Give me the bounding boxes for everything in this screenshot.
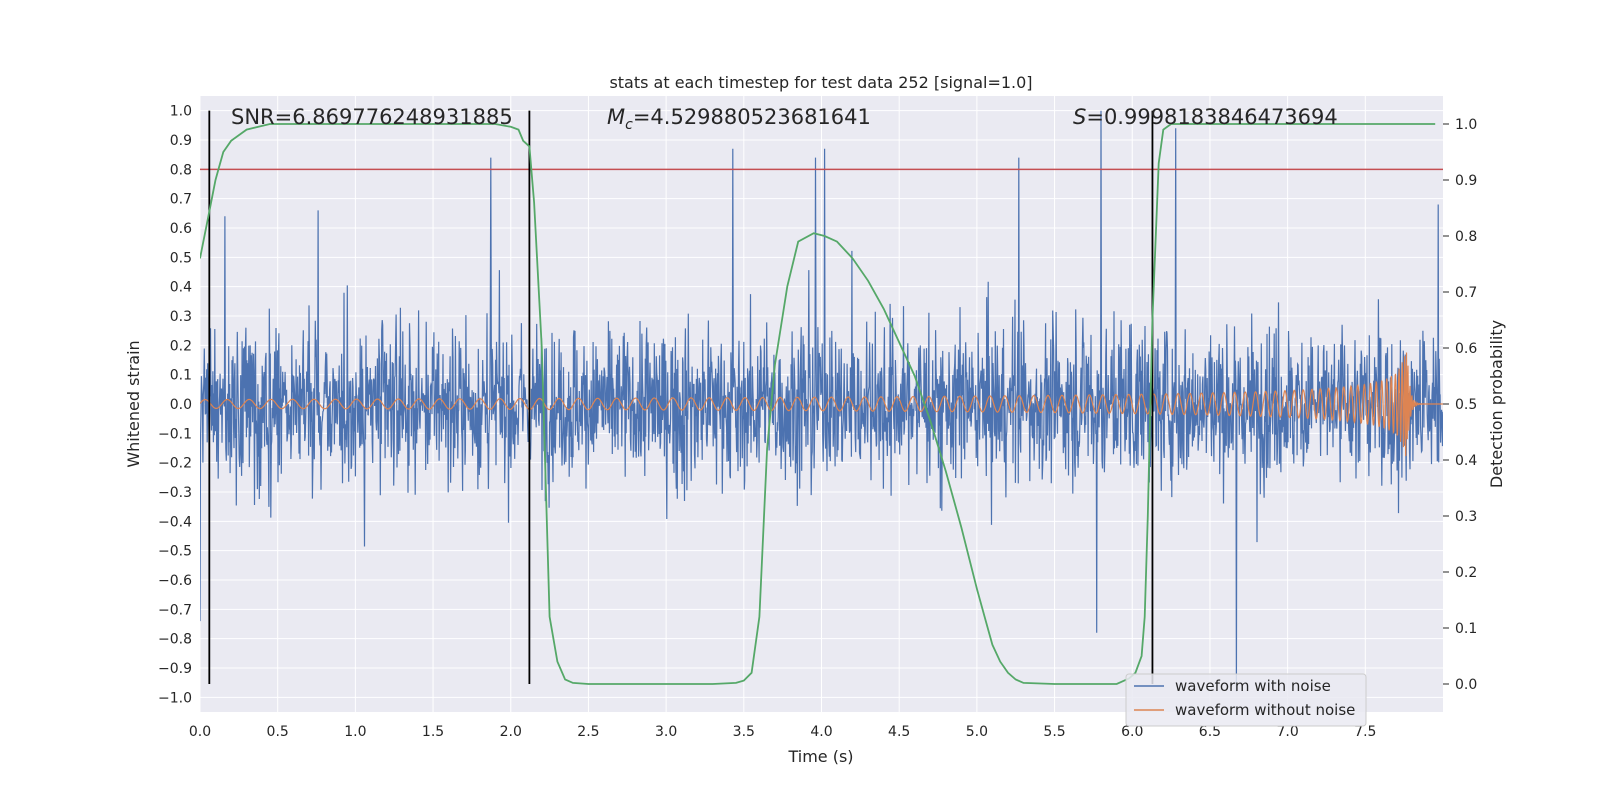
right-tick-label: 0.2: [1455, 565, 1477, 581]
x-tick-label: 2.0: [500, 724, 522, 740]
y-tick-label: −0.2: [158, 456, 192, 472]
series-waveform-without-noise: [200, 352, 1443, 457]
right-tick-label: 0.8: [1455, 229, 1477, 245]
x-tick-label: 4.5: [888, 724, 910, 740]
chart-title: stats at each timestep for test data 252…: [609, 73, 1032, 92]
y-axis-label-right: Detection probability: [1487, 320, 1506, 488]
x-tick-label: 0.0: [189, 724, 211, 740]
x-axis-label: Time (s): [787, 747, 853, 766]
right-tick-label: 1.0: [1455, 117, 1477, 133]
mc-annotation: Mc=4.529880523681641: [607, 105, 871, 133]
y-tick-label: 0.7: [170, 192, 192, 208]
x-tick-label: 1.5: [422, 724, 444, 740]
x-tick-label: 0.5: [267, 724, 289, 740]
y-tick-label: 0.2: [170, 338, 192, 354]
x-axis-ticks: 0.0 0.5 1.0 1.5 2.0 2.5 3.0 3.5 4.0 4.5 5.0 5.5 6.0 6…: [189, 724, 1377, 740]
right-tick-label: 0.1: [1455, 621, 1477, 637]
series-detection-probability: [200, 123, 1436, 685]
y-tick-label: −0.1: [158, 426, 192, 442]
right-axis-ticks: 1.0 0.9 0.8 0.7 0.6 0.5 0.4 0.3 0.2 0.1 0.0: [1443, 117, 1477, 693]
y-tick-label: −0.8: [158, 632, 192, 648]
y-tick-label: 0.5: [170, 250, 192, 266]
y-tick-label: −0.7: [158, 602, 192, 618]
y-tick-label: −0.9: [158, 661, 192, 677]
x-tick-label: 3.5: [733, 724, 755, 740]
x-tick-label: 1.0: [344, 724, 366, 740]
legend-label-noise: waveform with noise: [1175, 677, 1331, 695]
x-tick-label: 5.0: [966, 724, 988, 740]
right-tick-label: 0.0: [1455, 677, 1477, 693]
vertical-markers: [208, 110, 1154, 684]
right-tick-label: 0.4: [1455, 453, 1477, 469]
right-tick-label: 0.9: [1455, 173, 1477, 189]
y-tick-label: −1.0: [158, 690, 192, 706]
right-tick-label: 0.3: [1455, 509, 1477, 525]
y-tick-label: −0.6: [158, 573, 192, 589]
left-axis-ticks: 1.0 0.9 0.8 0.7 0.6 0.5 0.4 0.3 0.2 0.1 0.0 −0.1 −0.…: [158, 104, 192, 707]
series-waveform-with-noise: [200, 110, 1443, 692]
y-axis-label: Whitened strain: [124, 340, 143, 467]
x-tick-label: 7.5: [1354, 724, 1376, 740]
legend-label-no-noise: waveform without noise: [1175, 701, 1355, 719]
right-tick-label: 0.5: [1455, 397, 1477, 413]
s-value: =0.9998183846473694: [1086, 105, 1337, 129]
y-tick-label: −0.3: [158, 485, 192, 501]
x-tick-label: 6.0: [1121, 724, 1143, 740]
x-tick-label: 3.0: [655, 724, 677, 740]
y-tick-label: 0.6: [170, 221, 192, 237]
x-tick-label: 2.5: [577, 724, 599, 740]
y-tick-label: 0.8: [170, 162, 192, 178]
mc-subscript: c: [625, 117, 633, 133]
legend-box: [1125, 673, 1367, 727]
mc-value: =4.529880523681641: [633, 105, 871, 129]
y-tick-label: 0.9: [170, 133, 192, 149]
right-tick-label: 0.6: [1455, 341, 1477, 357]
y-tick-label: −0.5: [158, 544, 192, 560]
snr-annotation: SNR=6.869776248931885: [231, 105, 513, 129]
mc-symbol: M: [607, 105, 625, 129]
s-annotation: S=0.9998183846473694: [1073, 105, 1338, 129]
x-tick-label: 5.5: [1043, 724, 1065, 740]
right-tick-label: 0.7: [1455, 285, 1477, 301]
y-tick-label: 0.1: [170, 368, 192, 384]
x-tick-label: 4.0: [810, 724, 832, 740]
s-symbol: S: [1073, 105, 1086, 129]
legend: waveform with noise waveform without noi…: [1125, 673, 1367, 727]
y-tick-label: 0.3: [170, 309, 192, 325]
y-tick-label: 0.0: [170, 397, 192, 413]
x-tick-label: 6.5: [1199, 724, 1221, 740]
y-tick-label: −0.4: [158, 514, 192, 530]
y-tick-label: 0.4: [170, 280, 192, 296]
x-tick-label: 7.0: [1276, 724, 1298, 740]
y-tick-label: 1.0: [170, 104, 192, 120]
